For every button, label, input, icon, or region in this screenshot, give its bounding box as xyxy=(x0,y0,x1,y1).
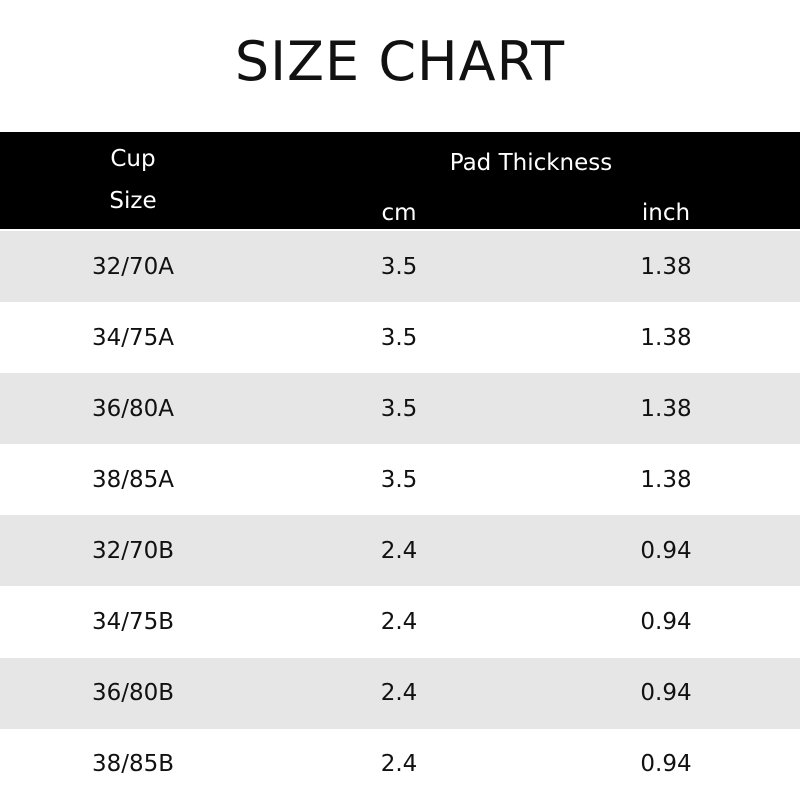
cup-size-cell: 32/70B xyxy=(91,537,175,564)
table-row: 32/70B 2.4 0.94 xyxy=(0,515,800,587)
inch-cell: 0.94 xyxy=(640,609,692,636)
cup-size-cell: 34/75B xyxy=(91,609,175,636)
cm-cell: 3.5 xyxy=(380,395,418,422)
table-row: 38/85A 3.5 1.38 xyxy=(0,444,800,515)
cup-size-header-line1: Cup xyxy=(110,146,156,172)
cm-cell: 2.4 xyxy=(380,609,418,636)
inch-cell: 1.38 xyxy=(640,324,692,351)
table-body: 32/70A 3.5 1.38 34/75A 3.5 1.38 36/80A 3.5 1.38 3… xyxy=(0,231,800,800)
cm-cell: 3.5 xyxy=(380,324,418,351)
inch-cell: 0.94 xyxy=(640,751,692,778)
cup-size-cell: 38/85B xyxy=(91,751,175,778)
table-row: 36/80A 3.5 1.38 xyxy=(0,373,800,445)
inch-cell: 0.94 xyxy=(640,680,692,707)
pad-thickness-header: Pad Thickness xyxy=(449,150,613,176)
inch-cell: 1.38 xyxy=(640,466,692,493)
cm-cell: 2.4 xyxy=(380,751,418,778)
cm-cell: 3.5 xyxy=(380,466,418,493)
cm-cell: 2.4 xyxy=(380,680,418,707)
inch-header: inch xyxy=(641,200,691,226)
cm-header: cm xyxy=(381,200,417,226)
cup-size-cell: 36/80B xyxy=(91,680,175,707)
cm-cell: 3.5 xyxy=(380,253,418,280)
cup-size-cell: 34/75A xyxy=(91,324,175,351)
table-row: 34/75A 3.5 1.38 xyxy=(0,302,800,373)
page-title: SIZE CHART xyxy=(234,30,566,93)
cup-size-cell: 36/80A xyxy=(91,395,175,422)
inch-cell: 1.38 xyxy=(640,395,692,422)
table-header: Cup Size Pad Thickness cm inch xyxy=(0,132,800,229)
inch-cell: 1.38 xyxy=(640,253,692,280)
table-row: 32/70A 3.5 1.38 xyxy=(0,231,800,303)
inch-cell: 0.94 xyxy=(640,537,692,564)
cup-size-cell: 38/85A xyxy=(91,466,175,493)
table-row: 38/85B 2.4 0.94 xyxy=(0,729,800,800)
cm-cell: 2.4 xyxy=(380,537,418,564)
cup-size-header-line2: Size xyxy=(109,188,157,214)
table-row: 36/80B 2.4 0.94 xyxy=(0,657,800,729)
cup-size-cell: 32/70A xyxy=(91,253,175,280)
table-row: 34/75B 2.4 0.94 xyxy=(0,586,800,657)
